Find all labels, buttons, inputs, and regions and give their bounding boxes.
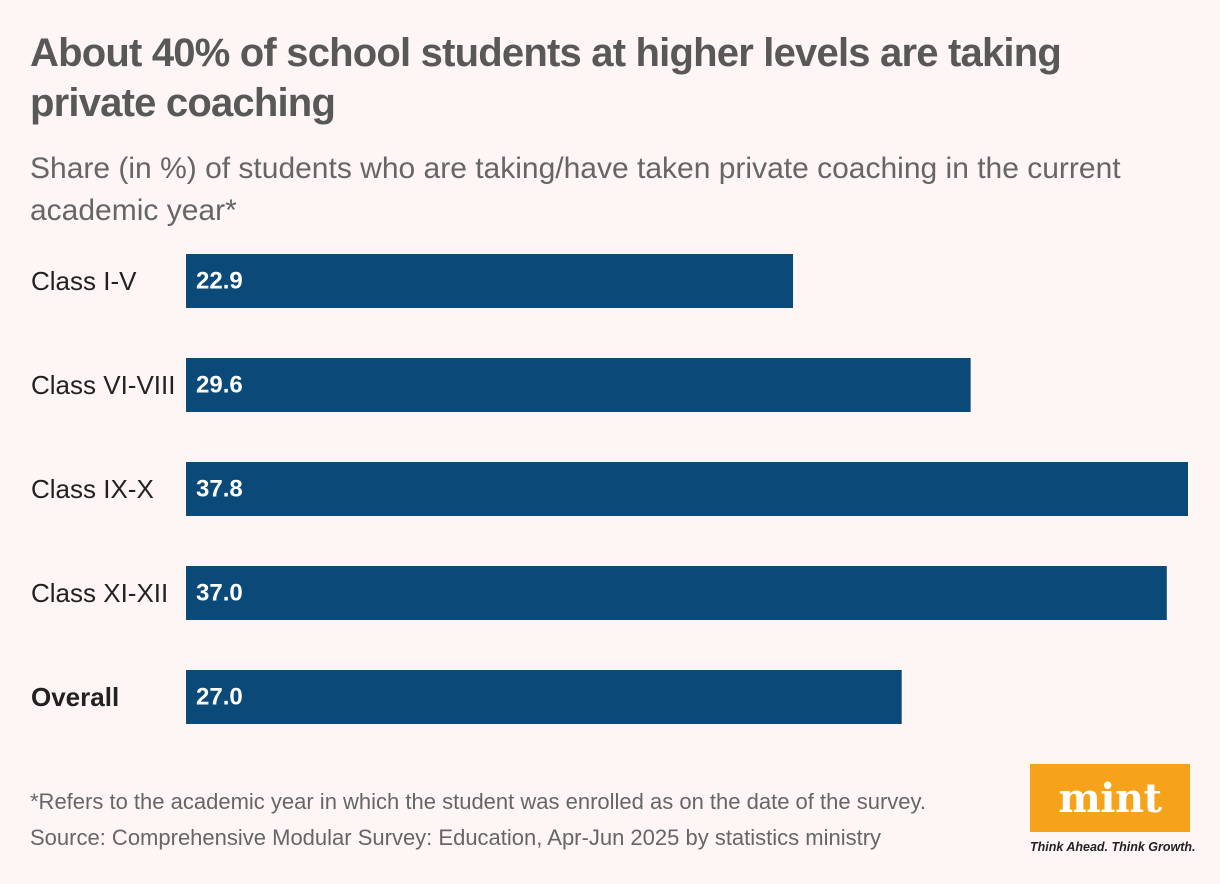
bar [186, 566, 1167, 620]
bar [186, 462, 1188, 516]
chart-subtitle: Share (in %) of students who are taking/… [30, 152, 1121, 227]
bar [186, 358, 971, 412]
bar-value-label: 37.8 [196, 476, 243, 503]
source-note: Source: Comprehensive Modular Survey: Ed… [30, 825, 882, 850]
bar-value-label: 27.0 [196, 684, 243, 711]
category-label: Class I-V [31, 266, 137, 296]
category-label: Class IX-X [31, 474, 154, 504]
chart-title: About 40% of school students at higher l… [30, 31, 1062, 125]
category-label: Class XI-XII [31, 578, 168, 608]
category-label: Overall [31, 682, 119, 712]
bar-value-label: 22.9 [196, 268, 243, 295]
logo-wordmark: mint [1058, 774, 1162, 822]
footnote: *Refers to the academic year in which th… [30, 789, 926, 814]
category-label: Class VI-VIII [31, 370, 175, 400]
mint-logo: mint [1030, 764, 1190, 832]
bar [186, 254, 794, 308]
bar-value-label: 29.6 [196, 372, 243, 399]
bar [186, 670, 902, 724]
bar-value-label: 37.0 [196, 580, 243, 607]
logo-tagline: Think Ahead. Think Growth. [1030, 840, 1196, 854]
